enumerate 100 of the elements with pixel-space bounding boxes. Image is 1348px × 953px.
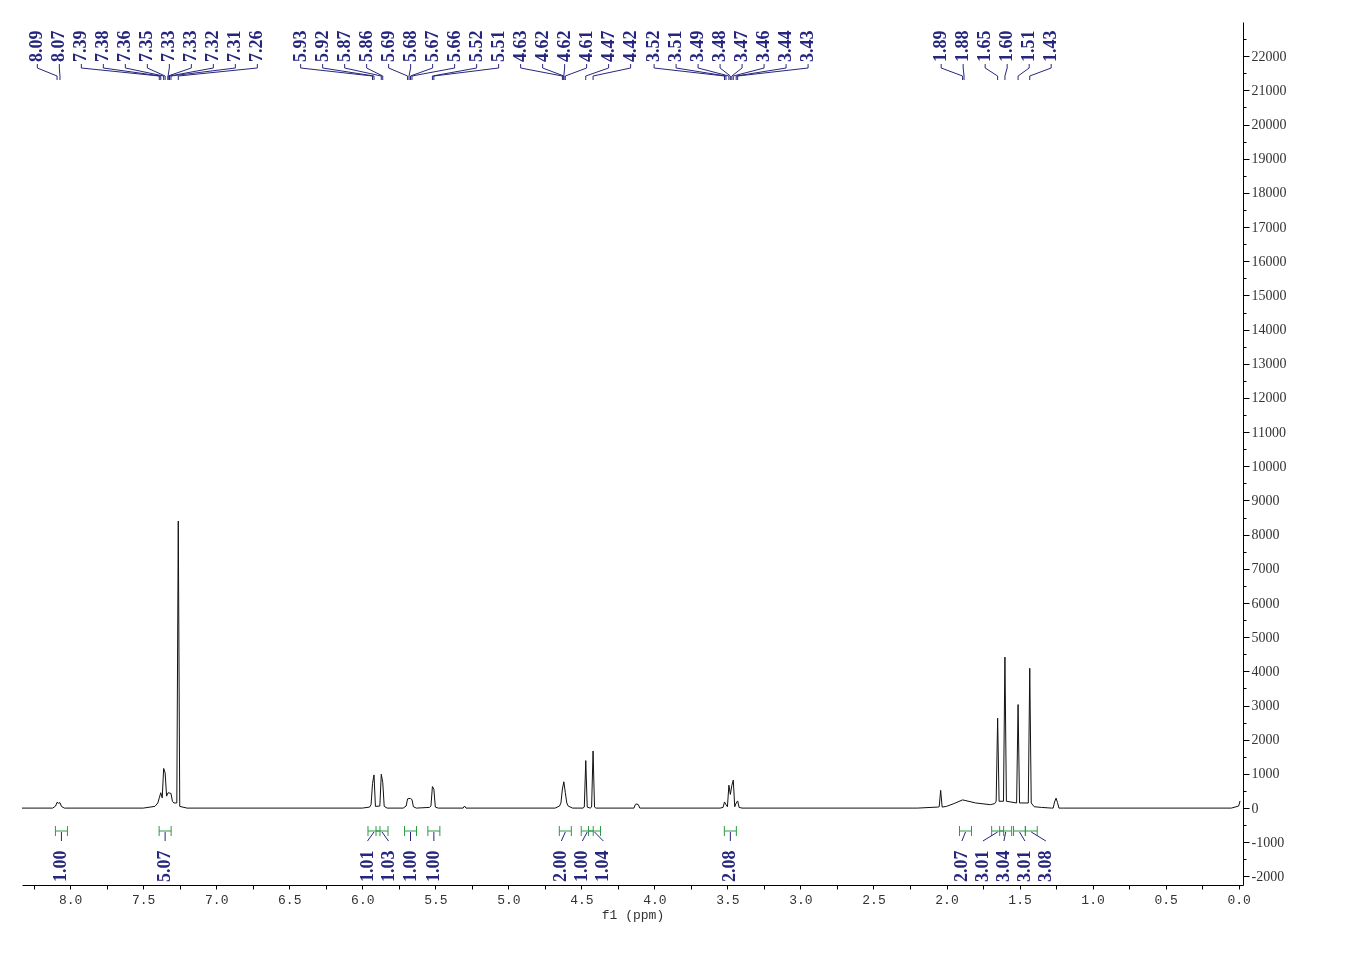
annotation: 7.33 xyxy=(180,30,201,62)
x-tick-label: 2.0 xyxy=(935,892,959,908)
annotation: 1.89 xyxy=(930,30,951,62)
annotation: 3.44 xyxy=(775,30,796,62)
annotation: 3.47 xyxy=(731,30,752,62)
x-tick-label: 8.0 xyxy=(58,892,83,908)
annotation: 1.43 xyxy=(1040,30,1061,62)
annotation: 4.47 xyxy=(597,30,618,62)
y-tick-label: 17000 xyxy=(1251,219,1287,235)
annotation: 3.52 xyxy=(643,30,664,62)
x-tick-label: 2.5 xyxy=(862,892,886,908)
y-tick-label: 5000 xyxy=(1251,629,1280,645)
x-tick-label: 3.0 xyxy=(789,892,813,908)
x-tick-label: 5.5 xyxy=(424,892,448,908)
annotation: 3.43 xyxy=(797,30,818,62)
y-tick-label: 18000 xyxy=(1251,185,1287,201)
x-tick-label: 7.0 xyxy=(205,892,229,908)
annotation: 4.61 xyxy=(575,30,596,62)
annotation: 8.07 xyxy=(48,30,69,62)
annotation: 4.42 xyxy=(619,30,640,62)
y-tick-label: 13000 xyxy=(1251,356,1287,372)
annotation: 5.07 xyxy=(154,850,175,882)
annotation: 1.00 xyxy=(50,850,71,882)
annotation: 8.09 xyxy=(26,30,47,62)
x-tick-label: 1.0 xyxy=(1081,892,1105,908)
annotation: 7.26 xyxy=(246,30,267,62)
annotation: 5.66 xyxy=(443,30,464,62)
annotation: 3.08 xyxy=(1034,850,1055,882)
y-tick-label: 20000 xyxy=(1251,117,1287,133)
annotation: 1.00 xyxy=(571,850,592,882)
annotation: 2.08 xyxy=(719,850,740,882)
annotation: 3.46 xyxy=(753,30,774,62)
annotation: 5.92 xyxy=(311,30,332,62)
annotation: 1.60 xyxy=(996,30,1017,62)
y-tick-label: 14000 xyxy=(1251,322,1287,338)
annotation: 3.51 xyxy=(665,30,686,62)
x-tick-label: 4.5 xyxy=(570,892,594,908)
annotation: 2.00 xyxy=(550,850,571,882)
annotation: 5.67 xyxy=(421,30,442,62)
y-tick-label: 16000 xyxy=(1251,253,1287,269)
annotation: 7.32 xyxy=(202,30,223,62)
y-tick-label: 1000 xyxy=(1251,766,1280,782)
annotation: 3.01 xyxy=(1013,850,1034,882)
line-series xyxy=(22,520,1241,809)
y-tick-label: -1000 xyxy=(1251,834,1285,850)
annotation: 4.62 xyxy=(553,30,574,62)
y-tick-label: 21000 xyxy=(1251,82,1287,98)
y-tick-label: 6000 xyxy=(1251,595,1280,611)
annotation: 4.63 xyxy=(509,30,530,62)
annotation: 3.04 xyxy=(992,850,1013,882)
annotation: 5.93 xyxy=(289,30,310,62)
y-tick-label: -2000 xyxy=(1251,868,1285,884)
x-tick-label: 0.5 xyxy=(1154,892,1178,908)
y-tick-label: 15000 xyxy=(1251,287,1287,303)
annotation: 1.00 xyxy=(422,850,443,882)
annotation: 2.07 xyxy=(950,850,971,882)
annotation: 5.87 xyxy=(333,30,354,62)
annotation: 7.38 xyxy=(92,30,113,62)
annotation: 5.69 xyxy=(377,30,398,62)
annotation: 1.04 xyxy=(592,850,613,882)
y-tick-label: 8000 xyxy=(1251,527,1280,543)
y-tick-label: 3000 xyxy=(1251,698,1280,714)
y-tick-label: 12000 xyxy=(1251,390,1287,406)
annotation: 3.01 xyxy=(971,850,992,882)
annotation: 5.68 xyxy=(399,30,420,62)
y-tick-label: 7000 xyxy=(1251,561,1280,577)
y-tick-label: 4000 xyxy=(1251,663,1280,679)
x-tick-label: 4.0 xyxy=(643,892,667,908)
x-tick-label: 6.0 xyxy=(351,892,375,908)
annotation: 1.65 xyxy=(974,30,995,62)
x-tick-label: 6.5 xyxy=(278,892,302,908)
annotation: 3.49 xyxy=(687,30,708,62)
annotation: 3.48 xyxy=(709,30,730,62)
y-tick-label: 9000 xyxy=(1251,493,1280,508)
y-tick-label: 22000 xyxy=(1251,48,1287,64)
x-tick-label: 1.5 xyxy=(1008,892,1032,908)
x-tick-label: 0.0 xyxy=(1227,892,1251,908)
annotation: 4.62 xyxy=(531,30,552,62)
annotation: 7.31 xyxy=(224,30,245,62)
annotation: 1.51 xyxy=(1018,30,1039,62)
annotation: 5.52 xyxy=(465,30,486,62)
x-tick-label: 5.0 xyxy=(497,892,521,908)
annotation: 1.01 xyxy=(356,850,377,882)
x-axis-title: f1 (ppm) xyxy=(601,907,665,923)
annotation: 7.35 xyxy=(136,30,157,62)
y-tick-label: 19000 xyxy=(1251,151,1287,167)
annotation: 1.03 xyxy=(377,850,398,882)
annotation: 7.33 xyxy=(158,30,179,62)
y-tick-label: 10000 xyxy=(1251,458,1287,474)
annotation: 5.86 xyxy=(355,30,376,62)
annotation: 7.36 xyxy=(114,30,135,62)
annotation: 7.39 xyxy=(70,30,91,62)
y-tick-label: 11000 xyxy=(1251,424,1286,440)
annotation: 1.88 xyxy=(952,30,973,62)
annotation: 5.51 xyxy=(487,30,508,62)
x-tick-label: 7.5 xyxy=(132,892,156,908)
y-tick-label: 0 xyxy=(1251,800,1259,816)
x-tick-label: 3.5 xyxy=(716,892,740,908)
annotation: 1.00 xyxy=(399,850,420,882)
y-tick-label: 2000 xyxy=(1251,732,1280,748)
